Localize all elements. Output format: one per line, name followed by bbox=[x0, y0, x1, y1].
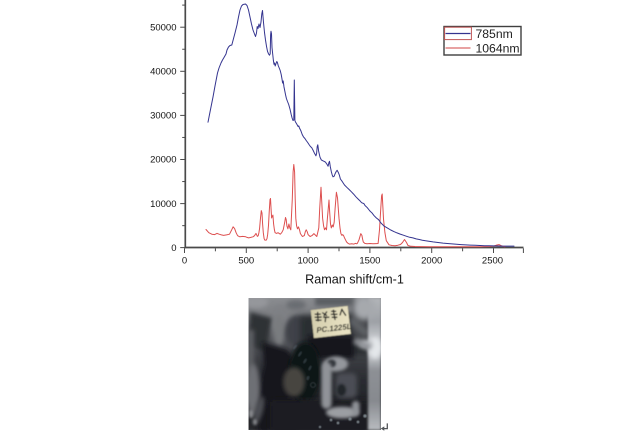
svg-text:50000: 50000 bbox=[150, 22, 176, 33]
svg-text:2000: 2000 bbox=[421, 256, 442, 267]
svg-text:Raman shift/cm-1: Raman shift/cm-1 bbox=[305, 273, 404, 287]
svg-text:1500: 1500 bbox=[359, 256, 380, 267]
svg-text:500: 500 bbox=[238, 256, 254, 267]
svg-text:0: 0 bbox=[182, 256, 187, 267]
svg-text:PC.1225L: PC.1225L bbox=[316, 322, 352, 335]
svg-text:785nm: 785nm bbox=[476, 27, 513, 41]
svg-text:40000: 40000 bbox=[150, 67, 176, 78]
svg-text:1000: 1000 bbox=[298, 256, 319, 267]
svg-text:0: 0 bbox=[171, 243, 176, 254]
svg-text:20000: 20000 bbox=[150, 155, 176, 166]
svg-text:2500: 2500 bbox=[482, 256, 503, 267]
svg-text:1064nm: 1064nm bbox=[476, 41, 520, 55]
svg-text:30000: 30000 bbox=[150, 111, 176, 122]
svg-text:10000: 10000 bbox=[150, 199, 176, 210]
